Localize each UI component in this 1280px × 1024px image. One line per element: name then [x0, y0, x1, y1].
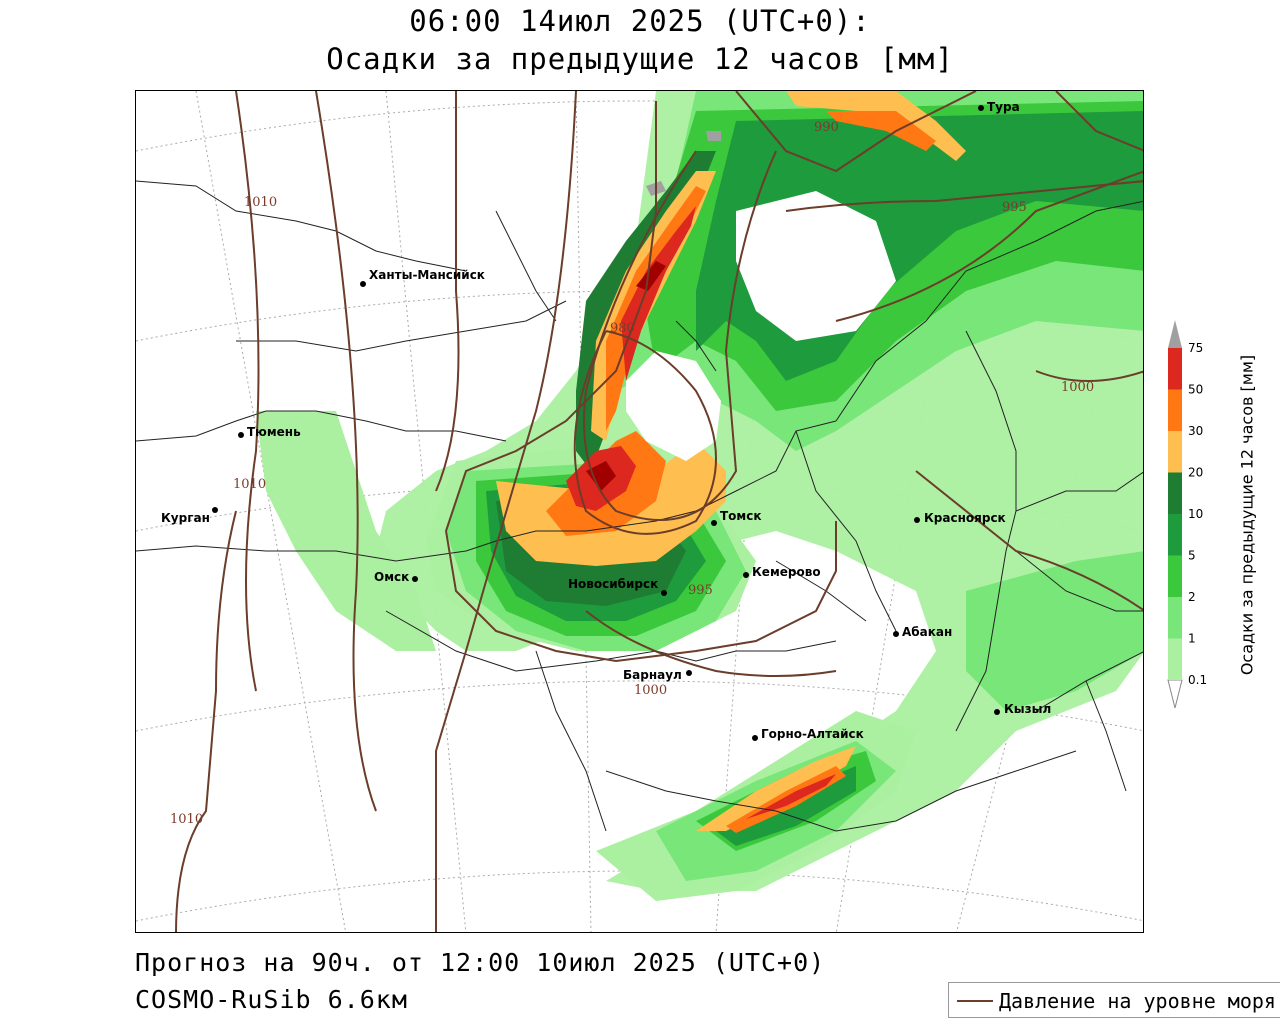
city-tura[interactable]: Тура: [978, 100, 1020, 114]
colorbar-tick-label: 20: [1188, 466, 1203, 480]
city-dot: [212, 507, 218, 513]
isobar-label-1010-b: 1010: [233, 477, 266, 492]
precip-colorbar: 0.1 1 2 5 10 20 30 50 75: [1167, 320, 1207, 709]
city-novosibirsk[interactable]: Новосибирск: [568, 577, 667, 596]
admin-borders: [136, 180, 1143, 832]
city-dot: [978, 105, 984, 111]
city-dot: [661, 590, 667, 596]
map-title-line2: Осадки за предыдущие 12 часов [мм]: [326, 42, 954, 76]
colorbar-tick-label: 0.1: [1188, 673, 1207, 687]
city-abakan[interactable]: Абакан: [893, 625, 952, 639]
city-label-omsk: Омск: [374, 570, 409, 584]
colorbar-bin: [1168, 348, 1182, 390]
colorbar-bin: [1168, 431, 1182, 473]
isobar-label-1000-a: 1000: [1061, 380, 1094, 395]
model-info: COSMO-RuSib 6.6км: [135, 985, 408, 1014]
colorbar-bin: [1168, 514, 1182, 556]
city-label-gorno-altaysk: Горно-Алтайск: [761, 727, 864, 741]
city-dot: [914, 517, 920, 523]
pressure-legend: Давление на уровне моря: [948, 982, 1280, 1018]
city-label-kemerovo: Кемерово: [752, 565, 821, 579]
city-dot: [238, 432, 244, 438]
colorbar-over-triangle: [1168, 320, 1182, 348]
isobars: [175, 91, 1143, 932]
colorbar-tick-label: 2: [1188, 590, 1196, 604]
colorbar-bin: [1168, 555, 1182, 597]
map-title-line1: 06:00 14июл 2025 (UTC+0):: [409, 4, 871, 38]
colorbar-tick-label: 75: [1188, 341, 1203, 355]
colorbar-labels: 0.1 1 2 5 10 20 30 50 75: [1188, 341, 1207, 687]
precipitation-map[interactable]: 1010 1010 1010 990 995 995 1000 1000 980…: [135, 90, 1144, 933]
city-dot: [994, 709, 1000, 715]
city-gorno-altaysk[interactable]: Горно-Алтайск: [752, 727, 864, 741]
city-barnaul[interactable]: Барнаул: [623, 668, 692, 682]
city-label-abakan: Абакан: [902, 625, 952, 639]
city-tyumen[interactable]: Тюмень: [238, 425, 301, 439]
city-khanty-mansiysk[interactable]: Ханты-Мансийск: [360, 268, 485, 287]
colorbar-swatches: [1167, 320, 1183, 709]
forecast-info: Прогноз на 90ч. от 12:00 10июл 2025 (UTC…: [135, 948, 826, 977]
city-kurgan[interactable]: Курган: [161, 507, 218, 525]
city-label-barnaul: Барнаул: [623, 668, 682, 682]
city-omsk[interactable]: Омск: [374, 570, 418, 584]
precip-field: [256, 91, 1143, 901]
colorbar-tick-label: 1: [1188, 632, 1196, 646]
isobar-label-995-b: 995: [688, 583, 713, 598]
colorbar-tick-label: 30: [1188, 424, 1203, 438]
city-label-krasnoyarsk: Красноярск: [924, 511, 1006, 525]
isobar-labels: 1010 1010 1010 990 995 995 1000 1000 980: [170, 120, 1094, 827]
colorbar-under-triangle: [1167, 679, 1183, 709]
colorbar-bin: [1168, 472, 1182, 514]
city-krasnoyarsk[interactable]: Красноярск: [914, 511, 1006, 525]
city-dot: [711, 520, 717, 526]
isobar-label-1010-c: 1010: [170, 812, 203, 827]
colorbar-tick-label: 10: [1188, 507, 1203, 521]
map-canvas: 1010 1010 1010 990 995 995 1000 1000 980…: [136, 91, 1143, 932]
isobar-label-1010-a: 1010: [244, 195, 277, 210]
colorbar-bin: [1168, 597, 1182, 639]
city-label-kyzyl: Кызыл: [1004, 702, 1051, 716]
isobar-label-995-a: 995: [1002, 200, 1027, 215]
city-kyzyl[interactable]: Кызыл: [994, 702, 1051, 716]
city-label-tyumen: Тюмень: [247, 425, 301, 439]
colorbar-tick-label: 50: [1188, 383, 1203, 397]
isobar-label-980: 980: [610, 321, 635, 336]
city-dot: [360, 281, 366, 287]
isobar-label-990: 990: [814, 120, 839, 135]
city-label-novosibirsk: Новосибирск: [568, 577, 658, 591]
city-dot: [752, 735, 758, 741]
city-dot: [743, 572, 749, 578]
city-label-tura: Тура: [987, 100, 1020, 114]
city-label-khanty-mansiysk: Ханты-Мансийск: [369, 268, 485, 282]
city-dot: [412, 576, 418, 582]
city-dot: [893, 631, 899, 637]
city-kemerovo[interactable]: Кемерово: [743, 565, 821, 579]
pressure-legend-line: [957, 1000, 993, 1002]
colorbar-bin: [1168, 389, 1182, 431]
colorbar-title: Осадки за предыдущие 12 часов [мм]: [1232, 325, 1262, 705]
city-tomsk[interactable]: Томск: [711, 509, 762, 526]
colorbar-title-text: Осадки за предыдущие 12 часов [мм]: [1237, 354, 1257, 676]
city-dot: [686, 670, 692, 676]
colorbar-tick-label: 5: [1188, 549, 1196, 563]
pressure-legend-label: Давление на уровне моря: [999, 989, 1276, 1013]
colorbar-bin: [1168, 638, 1182, 680]
cities: Тура Ханты-Мансийск Тюмень Курган Омск Т…: [161, 100, 1051, 741]
isobar-label-1000-b: 1000: [634, 683, 667, 698]
city-label-tomsk: Томск: [720, 509, 762, 523]
city-label-kurgan: Курган: [161, 511, 210, 525]
